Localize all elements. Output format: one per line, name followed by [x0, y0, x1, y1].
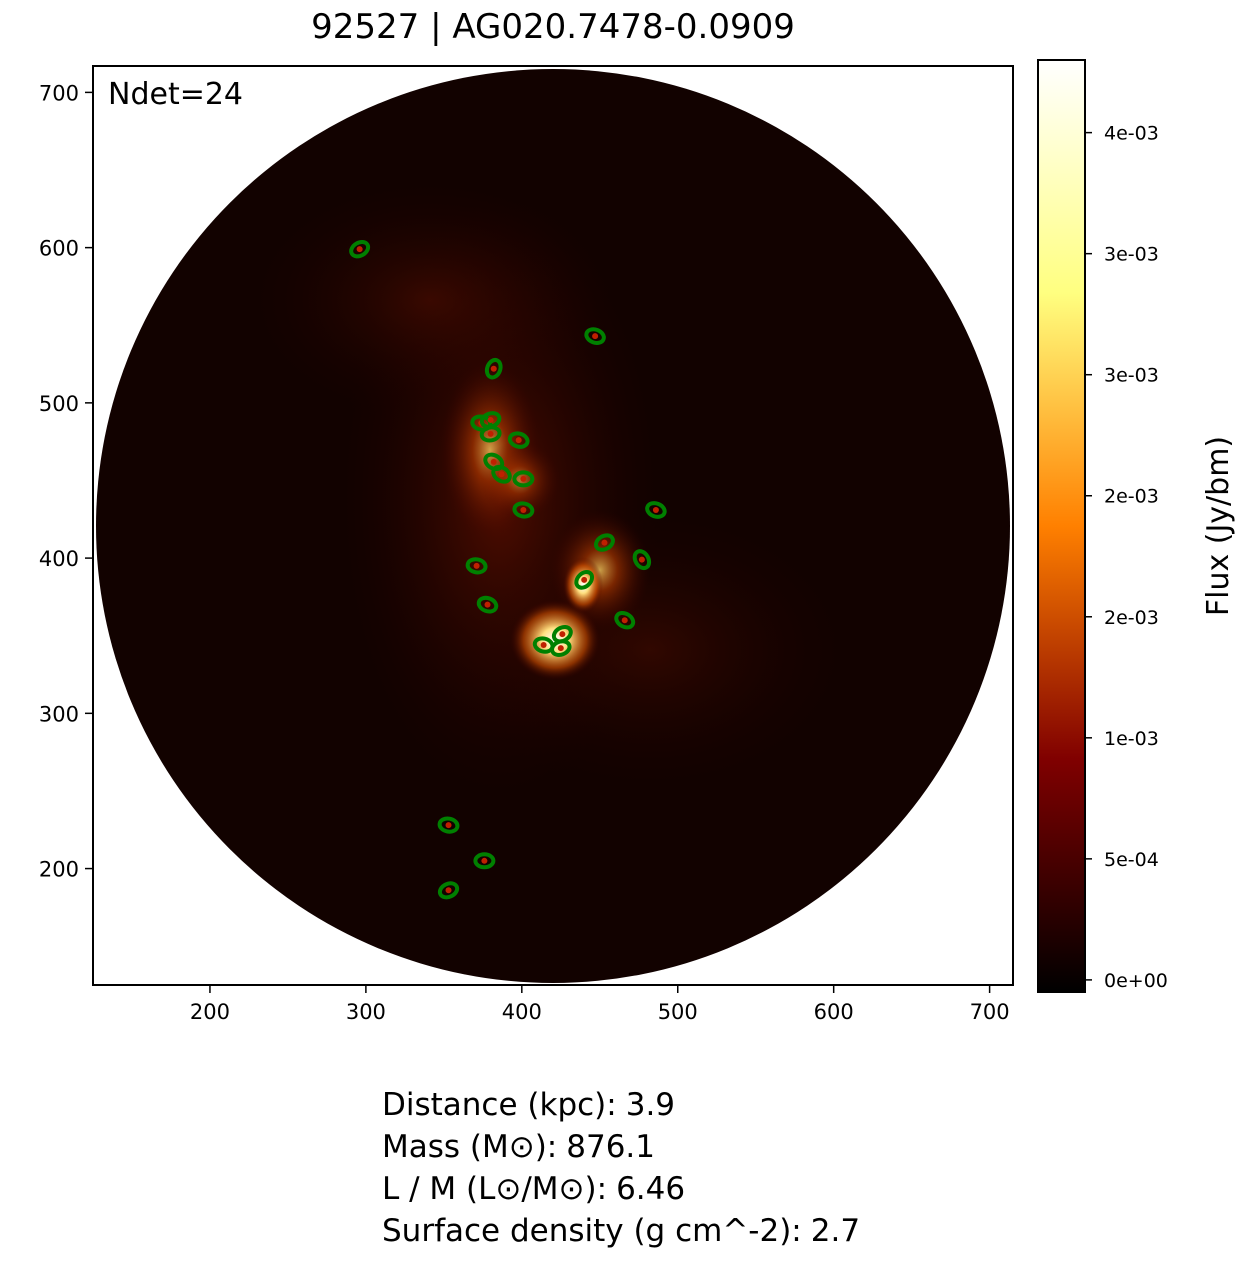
stat-value: 876.1 [566, 1129, 655, 1165]
stat-label: Mass (M⊙): [382, 1129, 557, 1165]
detection [491, 464, 512, 484]
detection-core [498, 471, 505, 478]
detection-core [557, 645, 564, 652]
detection-core [520, 475, 527, 482]
image [96, 69, 1010, 983]
colorbar [1037, 59, 1086, 993]
y-tick-label: 400 [39, 547, 79, 571]
axes-frame [92, 65, 1014, 986]
stat: L / M (L⊙/M⊙): 6.46 [382, 1171, 685, 1207]
stat-value: 3.9 [626, 1087, 675, 1123]
x-tick-label: 700 [970, 1000, 1010, 1024]
detection-core [481, 857, 488, 864]
stat-label: Distance (kpc): [382, 1087, 617, 1123]
detection [512, 501, 535, 519]
detection-core [515, 437, 522, 444]
detection-core [540, 642, 547, 649]
stat-label: Surface density (g cm^-2): [382, 1213, 802, 1249]
detection-core [473, 562, 480, 569]
stat-label: L / M (L⊙/M⊙): [382, 1171, 607, 1207]
detection [473, 852, 496, 870]
colorbar-tick-label: 3e-03 [1104, 365, 1159, 387]
colorbar-tick-label: 2e-03 [1104, 486, 1159, 508]
chart-title: 92527 | AG020.7478-0.0909 [311, 7, 795, 47]
detection-core [445, 887, 452, 894]
detection [550, 639, 572, 657]
detection-core [490, 365, 497, 372]
detection [349, 239, 371, 259]
stat-value: 2.7 [811, 1213, 860, 1249]
colorbar-tick-label: 4e-03 [1104, 123, 1159, 145]
stats: Distance (kpc): 3.9 Mass (M⊙): 876.1 L / M (… [382, 1087, 860, 1249]
stat: Surface density (g cm^-2): 2.7 [382, 1213, 860, 1249]
y-tick-label: 500 [39, 392, 79, 416]
detection [484, 357, 503, 380]
colorbar-tick-label: 5e-04 [1104, 849, 1159, 871]
x-tick-label: 300 [346, 1000, 386, 1024]
detection-core [445, 822, 452, 829]
stat: Mass (M⊙): 876.1 [382, 1129, 655, 1165]
colorbar-label: Flux (Jy/bm) [1201, 436, 1236, 616]
colorbar-tick-label: 1e-03 [1104, 728, 1159, 750]
colorbar-tick-label: 3e-03 [1104, 244, 1159, 266]
detection [594, 533, 615, 552]
detection-core [490, 458, 497, 465]
detection [614, 610, 636, 630]
detection [465, 557, 488, 575]
detection-core [487, 430, 494, 437]
detection [507, 431, 530, 449]
detection-core [356, 246, 363, 253]
detection [645, 501, 667, 519]
detection-core [520, 506, 527, 513]
detection-core [581, 576, 588, 583]
detection [479, 425, 502, 443]
y-tick-label: 600 [39, 237, 79, 261]
y-tick-label: 700 [39, 81, 79, 105]
detection-core [652, 506, 659, 513]
annotation: Ndet=24 [108, 77, 243, 112]
x-tick-label: 500 [658, 1000, 698, 1024]
colorbar-tick-label: 2e-03 [1104, 607, 1159, 629]
detection [437, 816, 460, 834]
detection-core [638, 556, 645, 563]
detection-core [484, 601, 491, 608]
detection-core [559, 631, 566, 638]
x-tick-label: 200 [190, 1000, 230, 1024]
detection-core [592, 333, 599, 340]
colorbar-tick-label: 0e+00 [1104, 970, 1168, 992]
detection [574, 569, 595, 590]
detection [476, 595, 499, 614]
detection [632, 549, 652, 571]
detection-core [621, 617, 628, 624]
detection [584, 327, 606, 345]
x-tick-label: 600 [814, 1000, 854, 1024]
detection-core [601, 539, 608, 546]
detection [437, 881, 460, 900]
stat-value: 6.46 [616, 1171, 685, 1207]
y-tick-label: 300 [39, 702, 79, 726]
stat: Distance (kpc): 3.9 [382, 1087, 675, 1123]
x-tick-label: 400 [502, 1000, 542, 1024]
y-tick-label: 200 [39, 858, 79, 882]
detection-core [487, 416, 494, 423]
detection [512, 470, 535, 488]
